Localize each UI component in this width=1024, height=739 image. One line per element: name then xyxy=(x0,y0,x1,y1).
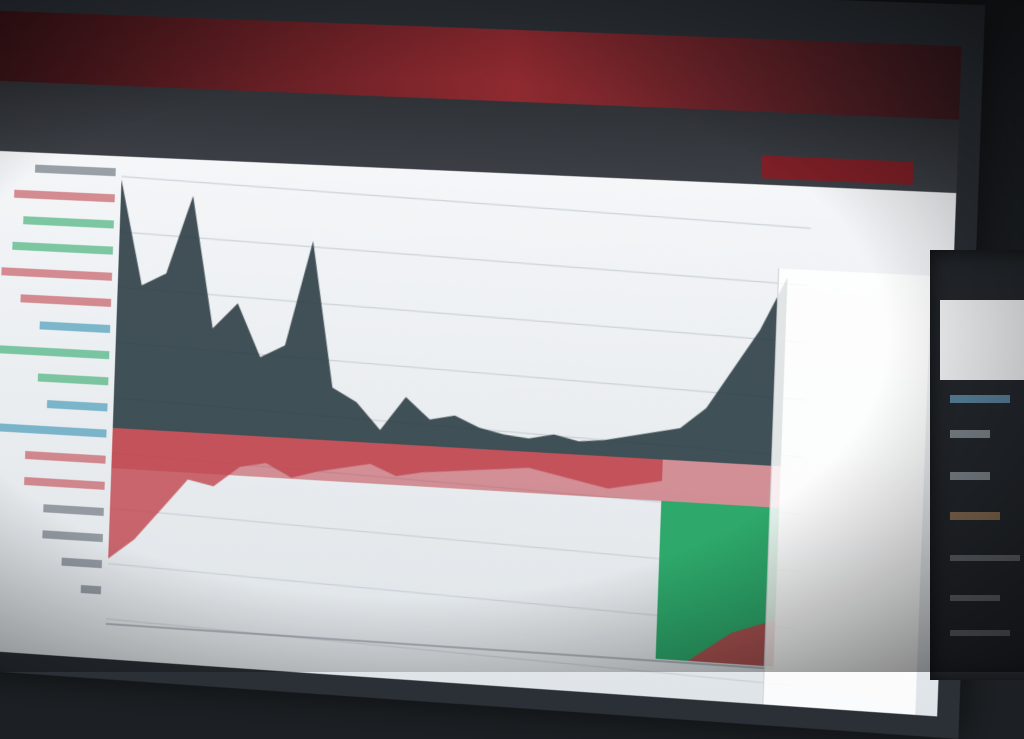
side-item[interactable] xyxy=(950,512,1000,520)
chart-area xyxy=(0,151,956,717)
y-label xyxy=(24,477,105,490)
y-label xyxy=(0,345,109,359)
y-label xyxy=(23,216,114,228)
screen xyxy=(0,11,962,717)
monitor-frame xyxy=(0,0,985,739)
y-label xyxy=(42,530,103,542)
y-label xyxy=(38,373,109,385)
upper-area-series xyxy=(113,180,790,467)
side-item[interactable] xyxy=(950,472,990,480)
chart xyxy=(105,156,812,685)
y-axis-labels xyxy=(0,151,124,639)
y-label xyxy=(12,242,113,255)
y-label xyxy=(1,267,112,281)
y-label xyxy=(47,400,108,411)
side-monitor xyxy=(930,250,1024,680)
y-label xyxy=(20,294,111,307)
right-panel xyxy=(761,268,931,716)
y-label xyxy=(81,585,101,594)
y-label xyxy=(25,451,106,464)
y-label xyxy=(61,558,102,569)
y-label xyxy=(14,190,115,203)
side-item xyxy=(950,630,1010,636)
side-item xyxy=(950,595,1000,601)
y-label xyxy=(35,165,116,177)
y-label xyxy=(43,504,104,516)
alert-strip[interactable] xyxy=(761,155,914,184)
y-label xyxy=(0,423,107,438)
side-item[interactable] xyxy=(950,430,990,438)
side-card[interactable] xyxy=(940,300,1024,380)
y-label xyxy=(40,321,111,333)
grid-line xyxy=(121,176,812,228)
grid-line xyxy=(119,232,810,286)
side-item xyxy=(950,555,1020,561)
side-item[interactable] xyxy=(950,395,1010,403)
